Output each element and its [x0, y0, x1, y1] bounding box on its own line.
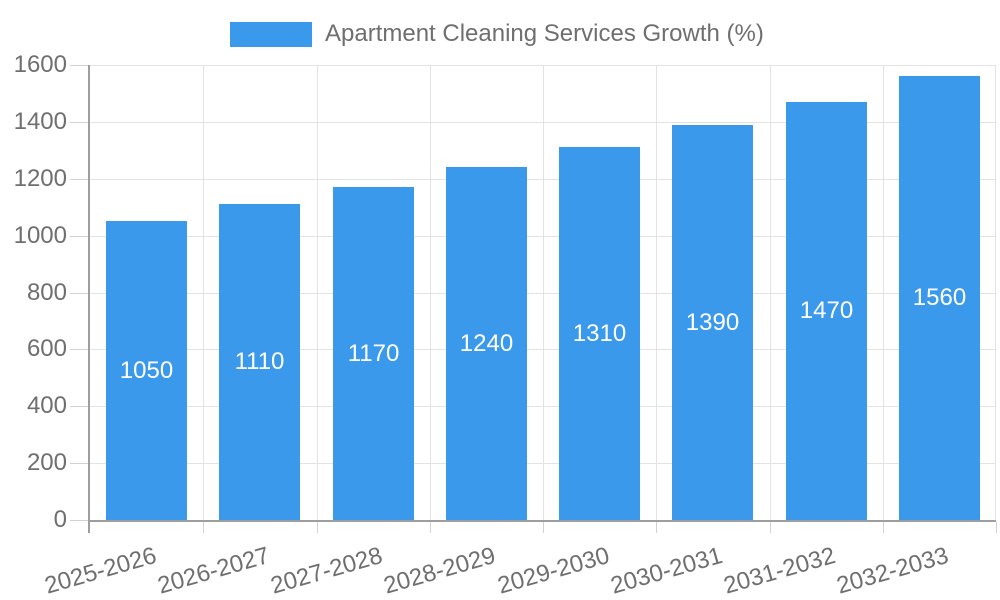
bar-value-label: 1310: [572, 319, 627, 347]
x-tick-mark: [543, 522, 544, 533]
x-tick-mark: [770, 522, 771, 533]
bar[interactable]: 1050: [106, 221, 187, 520]
plot-area: 1050 1110 1170 1240 1310 1390 1470 1560: [88, 65, 996, 522]
x-tick-mark: [430, 522, 431, 533]
bar[interactable]: 1390: [672, 125, 753, 520]
gridline-vertical: [995, 65, 996, 520]
gridline-vertical: [203, 65, 204, 520]
y-tick-mark: [70, 179, 88, 180]
bar[interactable]: 1170: [333, 187, 414, 520]
gridline-vertical: [317, 65, 318, 520]
bar-value-label: 1390: [685, 308, 740, 336]
x-tick-mark: [996, 522, 997, 533]
bar[interactable]: 1240: [446, 167, 527, 520]
gridline-vertical: [770, 65, 771, 520]
y-tick-mark: [70, 65, 88, 66]
y-tick-mark: [70, 463, 88, 464]
bar-value-label: 1240: [459, 329, 514, 357]
x-tick-mark: [883, 522, 884, 533]
y-axis-label: 1000: [13, 222, 67, 249]
bar[interactable]: 1310: [559, 147, 640, 520]
legend: Apartment Cleaning Services Growth (%): [230, 20, 764, 48]
y-tick-mark: [70, 406, 88, 407]
y-axis-label: 800: [26, 279, 67, 306]
bar-value-label: 1170: [347, 339, 400, 367]
gridline-vertical: [543, 65, 544, 520]
legend-swatch: [230, 21, 312, 47]
y-axis-label: 600: [26, 335, 67, 362]
bar[interactable]: 1560: [899, 76, 980, 520]
bar-value-label: 1050: [119, 356, 174, 384]
gridline-vertical: [883, 65, 884, 520]
y-axis-label: 1400: [13, 108, 67, 135]
gridline-vertical: [656, 65, 657, 520]
x-tick-mark: [88, 522, 90, 533]
y-tick-mark: [70, 122, 88, 123]
y-tick-mark: [70, 293, 88, 294]
x-tick-mark: [656, 522, 657, 533]
y-axis-label: 400: [26, 392, 67, 419]
y-tick-mark: [70, 236, 88, 237]
y-axis-label: 1200: [13, 165, 67, 192]
y-tick-mark: [70, 349, 88, 350]
bar[interactable]: 1110: [219, 204, 300, 520]
y-axis-label: 200: [26, 449, 67, 476]
legend-title: Apartment Cleaning Services Growth (%): [325, 20, 764, 47]
legend-item[interactable]: Apartment Cleaning Services Growth (%): [230, 20, 764, 48]
bar[interactable]: 1470: [786, 102, 867, 520]
bar-value-label: 1560: [912, 284, 967, 311]
gridline-vertical: [430, 65, 431, 520]
bar-value-label: 1110: [234, 348, 285, 375]
bar-value-label: 1470: [799, 297, 854, 324]
y-axis-label: 1600: [13, 51, 67, 78]
y-tick-mark: [70, 520, 88, 521]
x-tick-mark: [317, 522, 318, 533]
y-axis-label: 0: [53, 506, 67, 533]
x-tick-mark: [203, 522, 204, 533]
